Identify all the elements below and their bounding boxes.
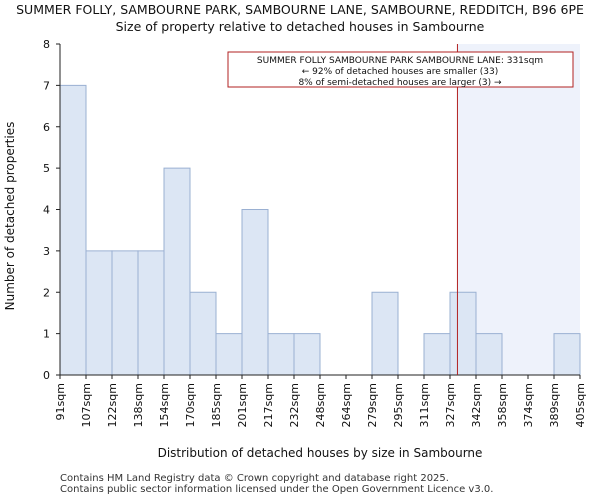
histogram-bar — [215, 333, 243, 376]
x-tick-label: 185sqm — [210, 383, 223, 427]
y-tick-label: 1 — [43, 328, 50, 341]
y-tick-label: 5 — [43, 162, 50, 175]
histogram-bar — [85, 250, 113, 376]
x-tick-label: 405sqm — [574, 383, 587, 427]
x-tick-label: 389sqm — [548, 383, 561, 427]
x-tick-label: 201sqm — [236, 383, 249, 427]
annotation-line-2: ← 92% of detached houses are smaller (33… — [302, 67, 499, 77]
y-axis-label: Number of detached properties — [3, 122, 17, 311]
y-tick-label: 3 — [43, 245, 50, 258]
x-tick-label: 154sqm — [158, 383, 171, 427]
chart-title: SUMMER FOLLY, SAMBOURNE PARK, SAMBOURNE … — [16, 2, 584, 17]
x-tick-label: 358sqm — [496, 383, 509, 427]
footer-copyright: Contains HM Land Registry data © Crown c… — [60, 473, 449, 484]
histogram-bar — [189, 291, 217, 376]
histogram-bar — [449, 291, 477, 376]
highlight-region — [457, 44, 580, 375]
histogram-bar — [553, 333, 581, 376]
x-tick-label: 91sqm — [54, 383, 67, 420]
histogram-bar — [137, 250, 165, 376]
x-tick-label: 107sqm — [80, 383, 93, 427]
footer-licence: Contains public sector information licen… — [60, 484, 494, 495]
x-axis-label: Distribution of detached houses by size … — [158, 446, 483, 460]
x-tick-label: 374sqm — [522, 383, 535, 427]
x-tick-label: 295sqm — [392, 383, 405, 427]
x-tick-label: 138sqm — [132, 383, 145, 427]
x-tick-label: 342sqm — [470, 383, 483, 427]
chart-subtitle: Size of property relative to detached ho… — [115, 19, 485, 34]
histogram-bar — [241, 209, 269, 376]
histogram-bar — [371, 291, 399, 376]
y-tick-label: 0 — [43, 369, 50, 382]
x-tick-label: 311sqm — [418, 383, 431, 427]
y-tick-label: 7 — [43, 79, 50, 92]
x-tick-label: 264sqm — [340, 383, 353, 427]
annotation-box — [227, 51, 574, 88]
x-tick-label: 327sqm — [444, 383, 457, 427]
histogram-bar — [423, 333, 451, 376]
histogram-bar — [59, 84, 87, 376]
y-tick-label: 8 — [43, 38, 50, 51]
x-tick-label: 279sqm — [366, 383, 379, 427]
x-tick-label: 122sqm — [106, 383, 119, 427]
histogram-bar — [293, 333, 321, 376]
histogram-bar — [267, 333, 295, 376]
annotation-line-3: 8% of semi-detached houses are larger (3… — [298, 78, 502, 88]
x-tick-label: 248sqm — [314, 383, 327, 427]
x-tick-label: 170sqm — [184, 383, 197, 427]
y-tick-label: 4 — [43, 204, 50, 217]
histogram-bar — [163, 167, 191, 376]
x-tick-label: 217sqm — [262, 383, 275, 427]
y-tick-label: 6 — [43, 121, 50, 134]
histogram-bar — [475, 333, 503, 376]
y-tick-label: 2 — [43, 286, 50, 299]
histogram-bar — [111, 250, 139, 376]
x-tick-label: 232sqm — [288, 383, 301, 427]
annotation-line-1: SUMMER FOLLY SAMBOURNE PARK SAMBOURNE LA… — [257, 56, 543, 66]
